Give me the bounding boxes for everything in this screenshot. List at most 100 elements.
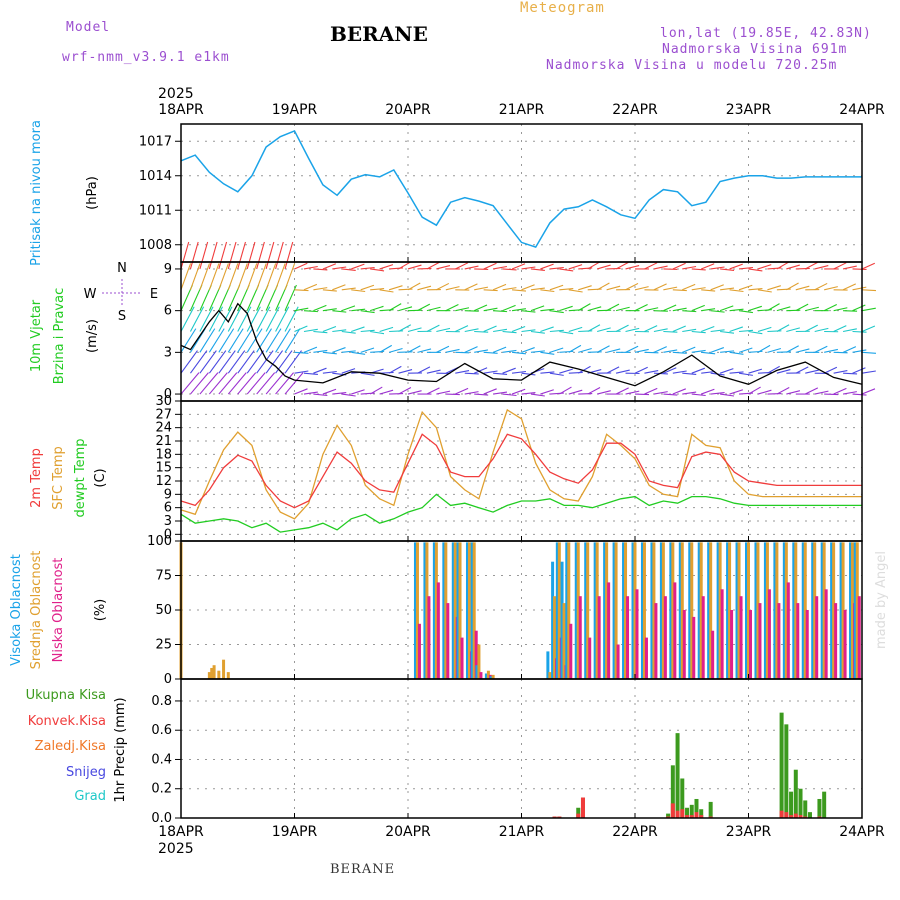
wind-arrow <box>776 369 791 374</box>
wind-arrow <box>530 305 545 312</box>
cloud-bar <box>720 589 724 679</box>
cloud-bar <box>855 542 859 679</box>
wind-arrow <box>672 325 686 333</box>
text-layer: 1008101110141017036903691215182124273002… <box>9 86 889 857</box>
wind-arrow <box>852 349 867 353</box>
wind-arrow <box>824 348 838 353</box>
wind-arrow <box>341 287 356 291</box>
cloud-bar <box>486 670 490 679</box>
cloud-bar <box>777 603 781 679</box>
wind-arrow <box>729 351 744 355</box>
wind-arrow <box>578 347 592 353</box>
wind-arrow <box>417 303 431 312</box>
wind-arrow <box>767 303 780 312</box>
wind-arrow <box>436 265 451 270</box>
wind-arrow <box>389 330 404 333</box>
wind-arrow <box>341 350 356 353</box>
wind-arrow <box>710 329 725 333</box>
wind-arrow <box>805 306 819 312</box>
wind-arrow <box>474 349 489 353</box>
wind-arrow <box>653 265 668 270</box>
wind-arrow <box>426 369 441 374</box>
wind-arrow <box>720 287 735 291</box>
wind-arrow <box>767 347 782 353</box>
cloud-bar <box>616 644 620 679</box>
wind-arrow <box>483 307 498 312</box>
wind-arrow <box>842 328 857 333</box>
wind-arrow <box>634 348 649 353</box>
wind-arrow <box>256 263 267 290</box>
precip-bar-total <box>675 733 680 818</box>
wind-arrow <box>464 265 479 270</box>
compass-e: E <box>150 287 158 302</box>
wind-arrow <box>644 387 658 395</box>
cloud-bar <box>857 596 861 679</box>
wind-arrow <box>738 347 753 353</box>
wind-arrow <box>767 285 781 291</box>
precip-bar-conv <box>694 812 699 818</box>
elevation-label: Nadmorska Visina 691m <box>662 42 848 57</box>
cloud-bar <box>442 542 446 679</box>
wind-arrow <box>351 389 365 395</box>
wind-arrow <box>710 284 724 291</box>
wind-arrow <box>227 263 239 290</box>
wind-arrow <box>738 310 753 314</box>
cloud-bar <box>853 542 857 679</box>
wind-arrow <box>265 372 285 395</box>
wind-arrow <box>180 372 200 395</box>
wind-arrow <box>701 325 715 333</box>
wind-arrow <box>265 241 275 270</box>
wind-arrow <box>180 263 192 290</box>
date-label-top: 20APR <box>385 102 431 118</box>
temp-title-dew: dewpt Temp <box>73 438 88 517</box>
wind-arrow <box>530 350 545 353</box>
watermark: made by Angel <box>874 551 889 649</box>
cloud-bar <box>784 542 788 679</box>
wind-arrow <box>682 310 697 313</box>
cloud-bar <box>548 672 552 679</box>
wind-arrow <box>341 268 356 271</box>
precip-bar-conv <box>793 813 798 818</box>
wind-arrow <box>738 266 754 270</box>
cloud-bar <box>425 542 429 679</box>
temperature-tick-label: 9 <box>164 487 172 502</box>
wind-arrow <box>199 263 211 290</box>
wind-arrow <box>502 393 517 397</box>
wind-arrow <box>208 372 228 395</box>
wind-arrow <box>426 306 441 312</box>
wind-arrow <box>577 365 591 374</box>
cloud-bar <box>633 542 637 679</box>
compass-w: W <box>84 287 97 302</box>
wind-arrow <box>464 372 479 375</box>
wind-arrow <box>663 393 678 396</box>
wind-arrow <box>303 328 318 333</box>
cloud-bar <box>834 603 838 679</box>
wind-arrow <box>199 306 214 332</box>
wind-arrow <box>720 268 735 271</box>
compass-n: N <box>117 261 127 276</box>
wind-arrow <box>284 263 296 290</box>
lonlat-label: lon,lat (19.85E, 42.83N) <box>660 26 872 41</box>
wind-arrow <box>322 308 337 312</box>
temperature-series-line <box>180 433 862 509</box>
wind-arrow <box>748 288 763 291</box>
wind-arrow <box>625 327 640 333</box>
wind-arrow <box>540 308 555 312</box>
wind-arrow <box>388 365 402 374</box>
wind-arrow <box>521 372 536 376</box>
wind-arrow <box>568 326 583 333</box>
model-name: wrf-nmm_v3.9.1 e1km <box>62 50 230 65</box>
cloud-bar <box>415 542 419 679</box>
wind-arrow <box>265 328 282 353</box>
wind-arrow <box>842 346 857 353</box>
wind-arrow <box>776 386 790 395</box>
wind-arrow <box>246 350 265 374</box>
wind-arrow <box>540 263 554 270</box>
wind-arrow <box>417 366 431 374</box>
cloud-bar <box>813 542 817 679</box>
wind-arrow <box>417 285 432 291</box>
wind-arrow <box>530 287 545 291</box>
wind-arrow <box>388 303 402 312</box>
wind-arrow <box>805 387 819 395</box>
